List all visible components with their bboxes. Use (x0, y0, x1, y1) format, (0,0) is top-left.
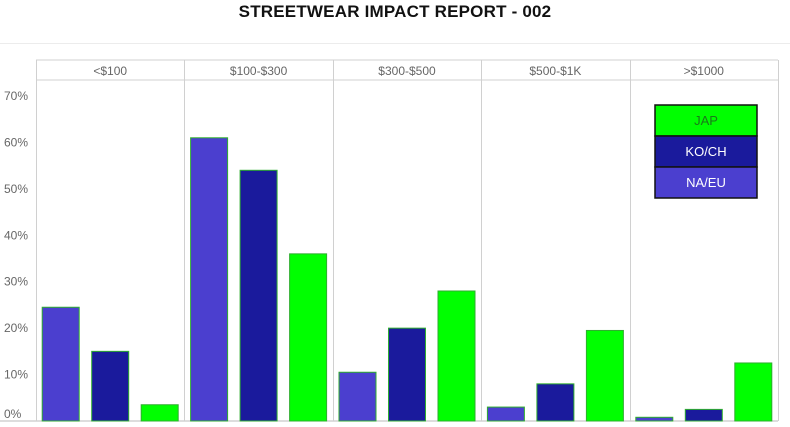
category-label: $100-$300 (230, 64, 288, 78)
bars (41, 137, 773, 422)
y-tick-label: 10% (4, 368, 28, 382)
title-divider (0, 43, 790, 44)
bar (585, 329, 624, 422)
y-tick-label: 70% (4, 89, 28, 103)
legend-label: NA/EU (686, 175, 726, 190)
y-tick-label: 50% (4, 182, 28, 196)
legend: JAP KO/CH NA/EU (654, 104, 758, 199)
bar (239, 169, 278, 422)
legend-swatch (654, 166, 758, 199)
bar (140, 404, 179, 422)
y-axis-tick-labels: 0% 10% 20% 30% 40% 50% 60% 70% (4, 89, 28, 421)
bar (91, 350, 130, 422)
bar (289, 253, 328, 422)
bar (734, 362, 773, 422)
legend-swatch (654, 104, 758, 137)
y-tick-label: 60% (4, 135, 28, 149)
category-label: >$1000 (684, 64, 725, 78)
bar (388, 327, 426, 422)
bar (338, 371, 377, 422)
legend-swatch (654, 135, 758, 168)
bar (190, 137, 229, 422)
legend-label: JAP (694, 113, 718, 128)
bar (536, 383, 575, 422)
y-tick-label: 20% (4, 321, 28, 335)
bar (635, 416, 674, 422)
bar (684, 408, 723, 422)
category-label: $500-$1K (529, 64, 581, 78)
y-tick-label: 0% (4, 407, 22, 421)
y-tick-label: 40% (4, 228, 28, 242)
legend-label: KO/CH (685, 144, 726, 159)
bar (437, 290, 476, 422)
bar (41, 306, 80, 422)
category-label: $300-$500 (378, 64, 436, 78)
category-labels: <$100 $100-$300 $300-$500 $500-$1K >$1000 (93, 64, 724, 78)
chart-title: STREETWEAR IMPACT REPORT - 002 (238, 2, 552, 21)
category-label: <$100 (93, 64, 127, 78)
bar (486, 406, 525, 422)
y-tick-label: 30% (4, 275, 28, 289)
